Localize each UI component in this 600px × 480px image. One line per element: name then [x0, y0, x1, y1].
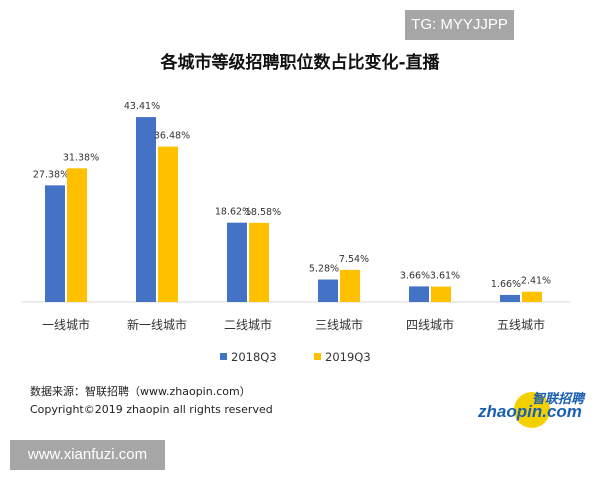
data-label-2018Q3-2: 18.62%	[215, 207, 251, 218]
watermark-top: TG: MYYJJPP	[405, 10, 514, 40]
data-label-2018Q3-1: 43.41%	[124, 101, 160, 112]
bar-2019Q3-4	[431, 286, 451, 302]
zhaopin-logo: 智联招聘 zhaopin.com	[478, 388, 588, 428]
data-label-2019Q3-2: 18.58%	[245, 207, 281, 218]
data-label-2019Q3-4: 3.61%	[430, 271, 460, 282]
legend-label-2019Q3: 2019Q3	[325, 350, 371, 364]
category-label-4: 四线城市	[406, 317, 454, 332]
bar-2019Q3-1	[158, 146, 178, 302]
data-label-2018Q3-0: 27.38%	[33, 169, 69, 180]
bar-2018Q3-2	[227, 222, 247, 302]
category-label-1: 新一线城市	[127, 317, 187, 332]
data-label-2019Q3-0: 31.38%	[63, 152, 99, 163]
category-label-2: 二线城市	[224, 317, 272, 332]
copyright-note: Copyright©2019 zhaopin all rights reserv…	[30, 403, 273, 416]
bar-2018Q3-1	[136, 117, 156, 303]
bar-2019Q3-2	[249, 222, 269, 302]
bar-chart: 27.38%31.38%一线城市43.41%36.48%新一线城市18.62%1…	[22, 101, 570, 364]
data-label-2019Q3-1: 36.48%	[154, 131, 190, 142]
data-label-2019Q3-5: 2.41%	[521, 276, 551, 287]
logo-cn: 智联招聘	[531, 392, 584, 407]
category-label-5: 五线城市	[497, 317, 545, 332]
bar-2019Q3-0	[67, 168, 87, 302]
bar-2019Q3-5	[522, 291, 542, 302]
logo-dot	[514, 392, 550, 428]
legend-swatch-2018Q3	[220, 353, 227, 360]
logo-en: zhaopin.com	[478, 402, 582, 421]
data-label-2018Q3-5: 1.66%	[491, 279, 521, 290]
source-note: 数据来源：智联招聘（www.zhaopin.com）	[30, 385, 251, 398]
bar-2018Q3-3	[318, 279, 338, 302]
legend-swatch-2019Q3	[314, 353, 321, 360]
chart-title: 各城市等级招聘职位数占比变化-直播	[160, 53, 440, 73]
bar-2018Q3-5	[500, 294, 520, 302]
data-label-2018Q3-4: 3.66%	[400, 270, 430, 281]
data-label-2018Q3-3: 5.28%	[309, 264, 339, 275]
category-label-0: 一线城市	[42, 317, 90, 332]
category-label-3: 三线城市	[315, 317, 363, 332]
bar-2019Q3-3	[340, 269, 360, 302]
bar-2018Q3-0	[45, 185, 65, 302]
legend-label-2018Q3: 2018Q3	[231, 350, 277, 364]
data-label-2019Q3-3: 7.54%	[339, 254, 369, 265]
bar-2018Q3-4	[409, 286, 429, 302]
watermark-bottom: www.xianfuzi.com	[10, 440, 165, 470]
